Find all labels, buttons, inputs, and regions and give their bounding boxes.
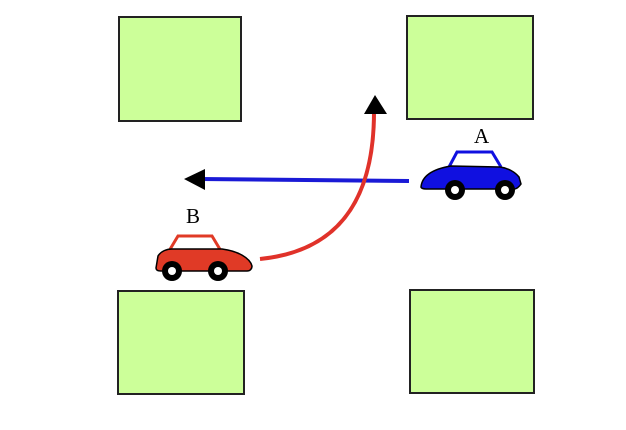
car-b-window (198, 240, 209, 249)
car-a-arrowhead (184, 169, 205, 190)
block-top-right (406, 15, 534, 120)
car-a-body (420, 165, 522, 190)
car-b: B (155, 204, 253, 281)
car-a-hub (501, 186, 509, 194)
car-b-path (259, 111, 376, 261)
car-a-window (462, 156, 473, 165)
car-b-label: B (186, 204, 200, 228)
car-b-hub (168, 267, 176, 275)
car-b-arrowhead (364, 95, 387, 114)
block-top-left (118, 16, 242, 122)
car-a-label: A (474, 124, 490, 148)
car-b-roof (167, 234, 223, 252)
car-a-hub (451, 186, 459, 194)
car-b-window (183, 240, 194, 249)
car-a: A (420, 124, 522, 200)
car-a-path (199, 177, 410, 183)
car-a-roof (447, 150, 503, 168)
car-a-window (477, 156, 488, 165)
car-b-hub (214, 267, 222, 275)
block-bottom-right (409, 289, 535, 394)
block-bottom-left (117, 290, 245, 395)
